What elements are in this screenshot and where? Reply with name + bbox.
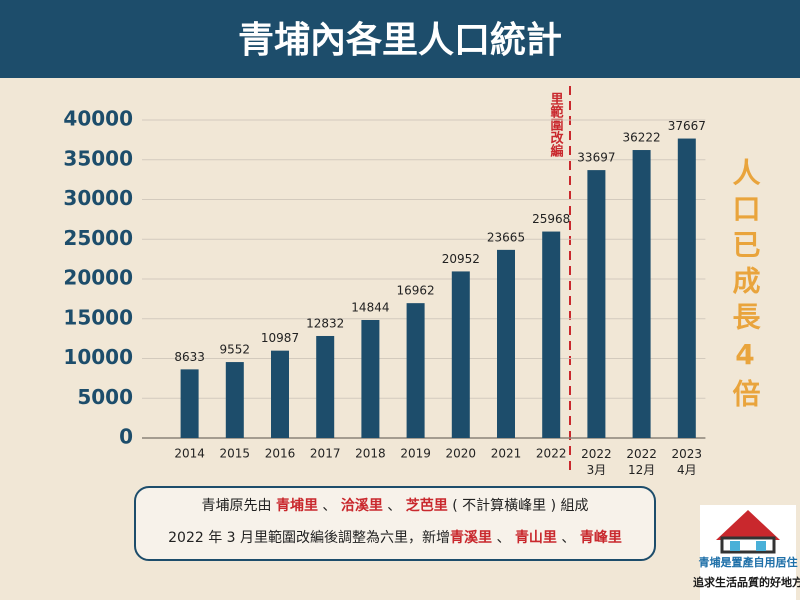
footer-text: 、 — [318, 498, 341, 514]
footer-line: 2022 年 3 月里範圍改編後調整為六里，新增青溪里 、 青山里 、 青峰里 — [168, 529, 622, 546]
footer-box — [134, 486, 656, 561]
value-label: 16962 — [397, 284, 435, 298]
side-annotation: 人口已成長4倍 — [729, 158, 762, 415]
footer-text: 青埔原先由 — [202, 498, 276, 514]
y-tick-label: 5000 — [77, 385, 133, 409]
house-roof — [716, 510, 780, 540]
y-tick-label: 10000 — [63, 345, 133, 369]
y-tick-label: 0 — [119, 425, 133, 449]
x-tick-label: 2022 12月 — [626, 447, 657, 477]
house-body — [720, 536, 776, 554]
x-tick-label: 2016 — [265, 447, 296, 461]
bar — [271, 350, 289, 438]
y-tick-label: 35000 — [63, 146, 133, 170]
footer-highlight: 青埔里 — [276, 497, 318, 514]
x-tick-label: 2023 4月 — [672, 447, 703, 477]
x-tick-label: 2022 — [536, 447, 567, 461]
bar — [316, 335, 335, 438]
bar — [361, 319, 380, 438]
value-label: 25968 — [532, 212, 570, 226]
x-tick-label: 2014 — [174, 447, 205, 461]
footer-text: 、 — [492, 530, 515, 546]
bar — [677, 138, 696, 438]
value-label: 9552 — [220, 343, 251, 357]
title-bar — [0, 0, 800, 78]
y-tick-label: 20000 — [63, 266, 133, 290]
footer-highlight: 青溪里 — [450, 529, 492, 546]
footer-text: 、 — [383, 498, 406, 514]
bar — [451, 271, 470, 438]
footer-highlight: 青峰里 — [580, 529, 622, 546]
footer-text: 、 — [557, 530, 580, 546]
x-tick-label: 2015 — [220, 447, 251, 461]
x-tick-label: 2022 3月 — [581, 447, 612, 477]
divider-annotation: 里範圍改編 — [548, 92, 564, 157]
bar — [497, 249, 515, 438]
x-tick-label: 2017 — [310, 447, 341, 461]
x-tick-label: 2020 — [446, 447, 477, 461]
footer-text: ( 不計算橫峰里 ) 組成 — [448, 498, 589, 514]
footer-line: 青埔原先由 青埔里 、 洽溪里 、 芝芭里 ( 不計算橫峰里 ) 組成 — [202, 497, 589, 514]
y-tick-label: 25000 — [63, 226, 133, 250]
value-label: 36222 — [623, 131, 661, 145]
x-tick-label: 2021 — [491, 447, 522, 461]
footer-text: 2022 年 3 月里範圍改編後調整為六里，新增 — [168, 529, 450, 546]
value-label: 20952 — [442, 252, 480, 266]
x-tick-label: 2019 — [400, 447, 431, 461]
bar — [180, 369, 199, 438]
footer: 青埔原先由 青埔里 、 洽溪里 、 芝芭里 ( 不計算橫峰里 ) 組成 2022 … — [168, 497, 622, 546]
y-tick-label: 40000 — [63, 107, 133, 131]
value-label: 12832 — [306, 316, 344, 330]
chart-title: 青埔內各里人口統計 — [238, 20, 562, 61]
value-label: 33697 — [577, 151, 615, 165]
logo — [700, 505, 796, 600]
logo-line: 青埔是置產自用居住 — [699, 555, 798, 569]
value-label: 8633 — [174, 350, 205, 364]
footer-highlight: 洽溪里 — [341, 497, 383, 514]
bar — [542, 231, 561, 438]
x-tick-label: 2018 — [355, 447, 386, 461]
logo-line: 追求生活品質的好地方 — [693, 575, 800, 589]
house-window — [730, 541, 740, 551]
value-label: 14844 — [351, 300, 389, 314]
bar — [632, 150, 651, 438]
footer-highlight: 芝芭里 — [406, 497, 448, 514]
value-label: 10987 — [261, 331, 299, 345]
value-label: 37667 — [668, 119, 706, 133]
value-label: 23665 — [487, 230, 525, 244]
bar — [587, 170, 606, 438]
bar — [225, 362, 244, 438]
bar — [406, 303, 425, 438]
y-tick-label: 30000 — [63, 186, 133, 210]
footer-highlight: 青山里 — [515, 529, 557, 546]
house-window — [756, 541, 766, 551]
y-tick-label: 15000 — [63, 305, 133, 329]
